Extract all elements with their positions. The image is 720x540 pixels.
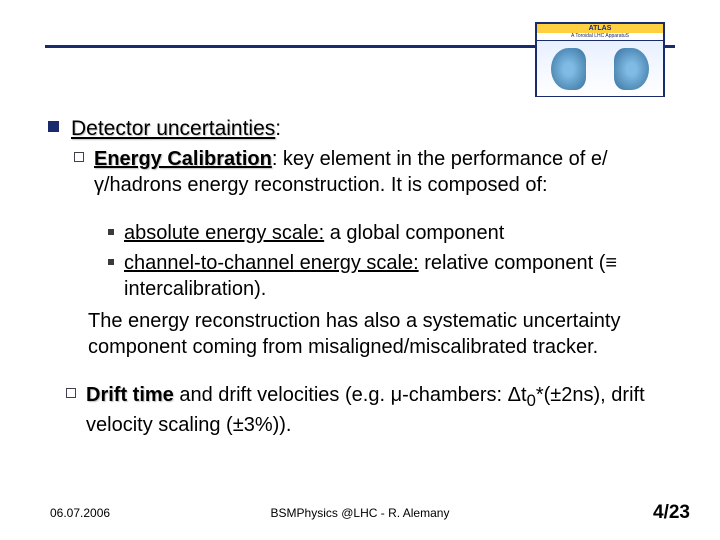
footer-date: 06.07.2006	[50, 506, 110, 520]
drift-time-sub: 0	[527, 391, 536, 410]
energy-calibration-bold: Energy Calibration	[94, 148, 272, 170]
absolute-scale-row: absolute energy scale: a global componen…	[108, 220, 690, 246]
bullet-small-icon	[108, 229, 114, 235]
detector-left-icon	[551, 48, 586, 90]
heading-text: Detector uncertainties:	[71, 115, 281, 142]
channel-scale-text: channel-to-channel energy scale: relativ…	[124, 250, 690, 302]
energy-calibration-text: Energy Calibration: key element in the p…	[94, 146, 690, 198]
channel-scale-u: channel-to-channel energy scale:	[124, 252, 419, 274]
bullet-square-icon	[48, 121, 59, 132]
drift-time-rest: and drift velocities (e.g. μ-chambers: Δ…	[174, 384, 527, 406]
heading-row: Detector uncertainties:	[48, 115, 690, 142]
bullet-hollow-icon	[74, 152, 84, 162]
energy-calibration-row: Energy Calibration: key element in the p…	[74, 146, 690, 198]
absolute-scale-u: absolute energy scale:	[124, 222, 324, 244]
atlas-subtitle: A Toroidal LHC ApparatuS	[537, 33, 663, 41]
bullet-hollow-icon	[66, 388, 76, 398]
systematic-paragraph: The energy reconstruction has also a sys…	[88, 308, 690, 360]
atlas-logo-box: ATLAS A Toroidal LHC ApparatuS	[535, 22, 665, 97]
heading: Detector uncertainties	[71, 117, 275, 140]
absolute-scale-text: absolute energy scale: a global componen…	[124, 220, 504, 246]
slide-content: Detector uncertainties: Energy Calibrati…	[48, 115, 690, 442]
detector-right-icon	[614, 48, 649, 90]
drift-time-text: Drift time and drift velocities (e.g. μ-…	[86, 382, 690, 438]
absolute-scale-rest: a global component	[324, 222, 504, 244]
footer-page: 4/23	[653, 502, 690, 524]
drift-time-row: Drift time and drift velocities (e.g. μ-…	[66, 382, 690, 438]
drift-time-bold: Drift time	[86, 384, 174, 406]
atlas-detector-graphic	[537, 41, 663, 96]
channel-scale-row: channel-to-channel energy scale: relativ…	[108, 250, 690, 302]
bullet-small-icon	[108, 259, 114, 265]
footer: 06.07.2006 BSMPhysics @LHC - R. Alemany …	[0, 506, 720, 520]
atlas-title: ATLAS	[537, 24, 663, 33]
